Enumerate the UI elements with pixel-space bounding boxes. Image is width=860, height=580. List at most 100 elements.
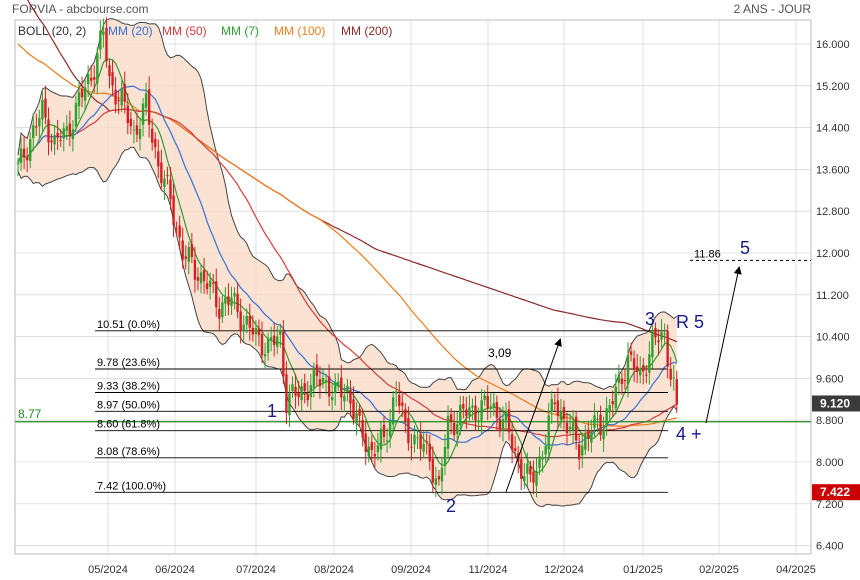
candle-body	[147, 89, 151, 125]
candle-body	[623, 380, 627, 382]
bollinger-upper	[17, 18, 678, 391]
candle-body	[242, 324, 245, 332]
candle-body	[114, 89, 117, 105]
candle-body	[93, 77, 96, 80]
candle-body	[151, 128, 154, 143]
legend-ma50: MM (50)	[162, 24, 207, 38]
fib-label: 7.42 (100.0%)	[97, 480, 166, 492]
candle-body	[282, 331, 285, 377]
candle-body	[437, 476, 441, 480]
candle-body	[648, 354, 651, 373]
candle-body	[324, 380, 328, 382]
candle-body	[657, 340, 660, 343]
candle-body	[117, 100, 120, 102]
candle-body	[105, 27, 108, 62]
candle-body	[507, 409, 511, 433]
candle-body	[541, 457, 544, 460]
move-label: 3,09	[488, 346, 512, 360]
y-tick-label: 15.200	[816, 81, 850, 93]
candle-body	[190, 244, 194, 258]
candle-body	[138, 129, 142, 139]
candle-body	[29, 139, 32, 161]
candle-body	[669, 368, 672, 380]
candle-body	[132, 129, 136, 131]
candle-body	[483, 395, 486, 400]
candle-body	[489, 406, 492, 408]
candle-body	[614, 386, 617, 409]
candle-body	[474, 405, 477, 421]
y-tick-label: 12.000	[816, 248, 850, 260]
candle-body	[321, 377, 325, 383]
candle-body	[239, 311, 242, 332]
candle-body	[449, 414, 453, 422]
candle-body	[154, 138, 157, 148]
candle-body	[358, 409, 361, 416]
candle-body	[44, 98, 47, 118]
candle-body	[248, 315, 251, 328]
candle-body	[175, 228, 178, 230]
candle-body	[251, 327, 255, 335]
x-tick-label: 11/2024	[469, 564, 508, 576]
candle-body	[300, 386, 303, 401]
candle-body	[245, 316, 248, 325]
candle-body	[404, 409, 407, 422]
candle-body	[663, 333, 666, 335]
candle-body	[388, 420, 392, 437]
target-arrow	[705, 266, 742, 424]
candle-body	[65, 126, 68, 131]
candle-body	[520, 459, 523, 479]
candle-body	[196, 277, 200, 281]
candle-body	[379, 428, 383, 450]
candle-body	[367, 446, 370, 457]
candle-body	[416, 437, 419, 439]
fib-label: 8.60 (61.8%)	[97, 419, 160, 431]
candle-body	[303, 383, 306, 392]
candle-body	[590, 432, 593, 443]
candle-body	[294, 386, 297, 396]
min-price-badge: 7.422	[812, 484, 860, 501]
candle-body	[413, 434, 416, 445]
candle-body	[38, 118, 41, 127]
candle-body	[178, 225, 181, 238]
candle-body	[471, 405, 474, 408]
candle-body	[166, 175, 169, 177]
candle-body	[343, 395, 346, 402]
candle-body	[141, 103, 145, 125]
candle-body	[486, 396, 489, 408]
candle-body	[41, 100, 44, 120]
candle-body	[410, 446, 413, 448]
candle-body	[431, 459, 434, 483]
y-tick-label: 13.600	[816, 164, 850, 176]
candle-body	[199, 272, 203, 284]
candle-body	[126, 105, 129, 124]
candle-body	[260, 334, 264, 356]
candle-body	[257, 328, 261, 336]
candle-body	[135, 125, 139, 135]
y-tick-label: 9.600	[816, 373, 844, 385]
candle-body	[352, 399, 355, 419]
candle-body	[526, 463, 529, 474]
fib-label: 8.08 (78.6%)	[97, 446, 160, 458]
candle-body	[666, 331, 669, 367]
x-tick-label: 08/2024	[314, 564, 354, 576]
candle-body	[56, 132, 59, 138]
candle-body	[129, 118, 133, 127]
y-tick-label: 8.800	[816, 415, 844, 427]
candle-body	[19, 148, 23, 163]
y-tick-label: 10.400	[816, 332, 850, 344]
candle-body	[172, 195, 175, 225]
candle-body	[523, 476, 526, 482]
candle-body	[425, 441, 428, 443]
chart-period: 2 ANS - JOUR	[734, 2, 812, 16]
candle-body	[279, 329, 282, 335]
candle-body	[285, 374, 288, 414]
wave-2-label: 2	[446, 496, 456, 516]
candle-body	[337, 381, 340, 386]
legend-ma100: MM (100)	[274, 24, 325, 38]
candle-body	[330, 396, 334, 401]
candle-body	[218, 308, 221, 319]
candle-body	[529, 466, 532, 475]
candle-body	[208, 280, 212, 287]
wave-4-label: 4 +	[676, 424, 702, 444]
